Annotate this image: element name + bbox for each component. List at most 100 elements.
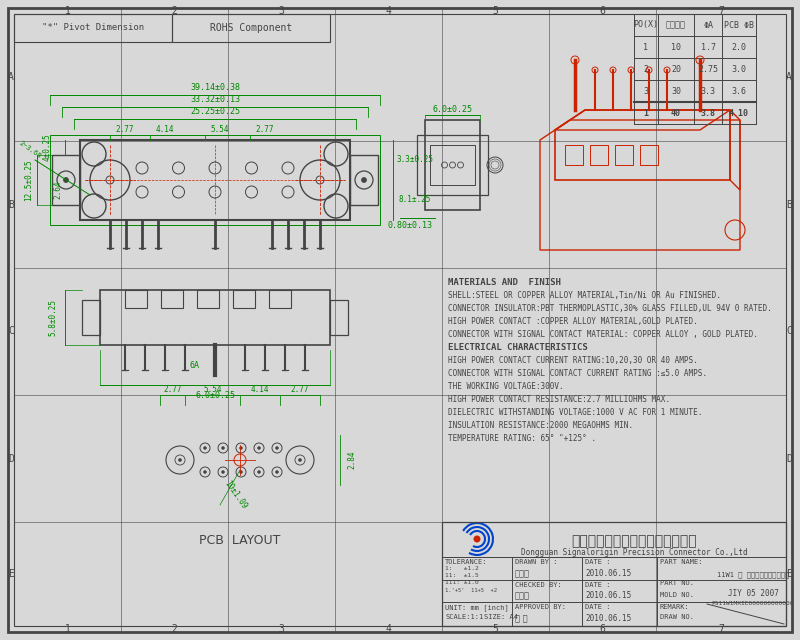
Bar xyxy=(417,135,488,195)
Bar xyxy=(100,290,330,345)
Text: 6.0±0.25: 6.0±0.25 xyxy=(433,106,473,115)
Text: DRAW NO.: DRAW NO. xyxy=(660,614,694,620)
Text: 饶世文: 饶世文 xyxy=(515,591,530,600)
Text: E: E xyxy=(786,569,792,579)
Text: 4.14: 4.14 xyxy=(250,385,270,394)
Text: 电流过载: 电流过载 xyxy=(666,20,686,29)
Text: DRAWN BY :: DRAWN BY : xyxy=(515,559,558,565)
Text: ΦA: ΦA xyxy=(703,20,713,29)
Circle shape xyxy=(63,177,69,182)
Text: 10: 10 xyxy=(671,42,681,51)
Circle shape xyxy=(275,447,278,449)
Text: CHECKED BY:: CHECKED BY: xyxy=(515,582,562,588)
Circle shape xyxy=(258,470,261,474)
Bar xyxy=(442,522,786,626)
Text: 2010.06.15: 2010.06.15 xyxy=(585,569,631,578)
Bar xyxy=(161,290,183,308)
Text: 4: 4 xyxy=(386,6,391,16)
Circle shape xyxy=(239,447,242,449)
Text: ELECTRICAL CHARACTERISTICS: ELECTRICAL CHARACTERISTICS xyxy=(448,343,588,352)
Text: 39.14±0.38: 39.14±0.38 xyxy=(190,83,240,93)
Text: 2: 2 xyxy=(171,6,178,16)
Text: 12.5±0.25: 12.5±0.25 xyxy=(25,159,34,201)
Text: 3.3: 3.3 xyxy=(701,86,715,95)
Text: DIELECTRIC WITHSTANDING VOLTAGE:1000 V AC FOR 1 MINUTE.: DIELECTRIC WITHSTANDING VOLTAGE:1000 V A… xyxy=(448,408,702,417)
Text: 5.8±0.25: 5.8±0.25 xyxy=(49,299,58,336)
Text: 2.77: 2.77 xyxy=(256,125,274,134)
Text: UNIT: mm [inch]: UNIT: mm [inch] xyxy=(445,604,509,611)
Text: 2: 2 xyxy=(643,65,649,74)
Bar xyxy=(233,290,255,308)
Text: SIZE: A4: SIZE: A4 xyxy=(484,614,518,620)
Text: MATERIALS AND  FINISH: MATERIALS AND FINISH xyxy=(448,278,561,287)
Text: 1: 1 xyxy=(65,6,70,16)
Text: TOLERANCE:: TOLERANCE: xyxy=(445,559,487,565)
Text: 11W1 公 电源混合式插座内导体: 11W1 公 电源混合式插座内导体 xyxy=(717,571,789,578)
Text: 5: 5 xyxy=(493,6,498,16)
Circle shape xyxy=(203,447,206,449)
Text: PCB ΦB: PCB ΦB xyxy=(724,20,754,29)
Text: 1: 1 xyxy=(643,42,649,51)
Circle shape xyxy=(178,458,182,461)
Text: DATE :: DATE : xyxy=(585,582,610,588)
Text: INSULATION RESISTANCE:2000 MEGAOHMS MIN.: INSULATION RESISTANCE:2000 MEGAOHMS MIN. xyxy=(448,421,633,430)
Text: 3.6: 3.6 xyxy=(731,86,746,95)
Text: HIGH POWER CONTACT CURRENT RATING:10,20,30 OR 40 AMPS.: HIGH POWER CONTACT CURRENT RATING:10,20,… xyxy=(448,356,698,365)
Bar xyxy=(50,135,380,225)
Text: 6.0±0.25: 6.0±0.25 xyxy=(195,390,235,399)
Text: CONNECTOR WITH SIGNAL CONTACT CURRENT RATING :≤5.0 AMPS.: CONNECTOR WITH SIGNAL CONTACT CURRENT RA… xyxy=(448,369,707,378)
Text: Dongguan Signalorigin Precision Connector Co.,Ltd: Dongguan Signalorigin Precision Connecto… xyxy=(521,548,747,557)
Text: PO(X): PO(X) xyxy=(634,20,658,29)
Text: 4.14: 4.14 xyxy=(156,125,174,134)
Text: 1.7: 1.7 xyxy=(701,42,715,51)
Text: 2: 2 xyxy=(171,624,178,634)
Text: PS11W1MXIE000000000000: PS11W1MXIE000000000000 xyxy=(712,601,794,606)
Text: SHELL:STEEL OR COPPER ALLOY MATERIAL,Tin/Ni OR Au FINISHED.: SHELL:STEEL OR COPPER ALLOY MATERIAL,Tin… xyxy=(448,291,721,300)
Text: 33.32±0.13: 33.32±0.13 xyxy=(190,95,240,104)
Text: PCB  LAYOUT: PCB LAYOUT xyxy=(199,534,281,547)
Text: SCALE:1:1: SCALE:1:1 xyxy=(445,614,483,620)
Text: 3.8: 3.8 xyxy=(701,109,715,118)
Text: 杨剑民: 杨剑民 xyxy=(515,569,530,578)
Text: 111: ±1.0: 111: ±1.0 xyxy=(445,580,478,585)
Text: 40: 40 xyxy=(671,109,681,118)
Text: HIGH POWER CONTACT :COPPER ALLOY MATERIAL,GOLD PLATED.: HIGH POWER CONTACT :COPPER ALLOY MATERIA… xyxy=(448,317,698,326)
Text: JIY 05 2007: JIY 05 2007 xyxy=(727,589,778,598)
Text: 8.1±.25: 8.1±.25 xyxy=(399,195,431,205)
Bar xyxy=(590,145,608,165)
Bar xyxy=(430,145,475,185)
Text: 2.0: 2.0 xyxy=(731,42,746,51)
Text: 2.84: 2.84 xyxy=(347,451,357,469)
Text: REMARK:: REMARK: xyxy=(660,604,690,610)
Text: 3: 3 xyxy=(278,6,285,16)
Bar xyxy=(330,300,348,335)
Bar xyxy=(14,14,172,42)
Text: 1.'+5'  11+5  +2: 1.'+5' 11+5 +2 xyxy=(445,588,497,593)
Bar xyxy=(82,300,100,335)
Text: MOLD NO.: MOLD NO. xyxy=(660,592,694,598)
Text: 25.25±0.25: 25.25±0.25 xyxy=(190,108,240,116)
Text: C: C xyxy=(786,326,792,337)
Circle shape xyxy=(298,458,302,461)
Text: B: B xyxy=(8,200,14,209)
Text: 1: 1 xyxy=(65,624,70,634)
Circle shape xyxy=(474,536,481,543)
Text: 5: 5 xyxy=(493,624,498,634)
Text: 3.0: 3.0 xyxy=(731,65,746,74)
Text: A: A xyxy=(786,72,792,83)
Text: CONNECTOR WITH SIGNAL CONTACT MATERIAL: COPPER ALLOY , GOLD PLATED.: CONNECTOR WITH SIGNAL CONTACT MATERIAL: … xyxy=(448,330,758,339)
Text: 7: 7 xyxy=(718,624,724,634)
Text: CONNECTOR INSULATOR:PBT THERMOPLASTIC,30% GLASS FILLED,UL 94V 0 RATED.: CONNECTOR INSULATOR:PBT THERMOPLASTIC,30… xyxy=(448,304,772,313)
Bar xyxy=(425,120,480,210)
Bar xyxy=(615,145,633,165)
Circle shape xyxy=(258,447,261,449)
Text: 2.75: 2.75 xyxy=(698,65,718,74)
Text: 2.64: 2.64 xyxy=(54,180,62,199)
Text: PART NO.: PART NO. xyxy=(660,580,694,586)
Text: DATE :: DATE : xyxy=(585,604,610,610)
Text: THE WORKING VOLTAGE:300V.: THE WORKING VOLTAGE:300V. xyxy=(448,382,564,391)
Text: 3: 3 xyxy=(278,624,285,634)
Text: 3: 3 xyxy=(643,86,649,95)
Bar xyxy=(640,145,658,165)
Text: B: B xyxy=(786,200,792,209)
